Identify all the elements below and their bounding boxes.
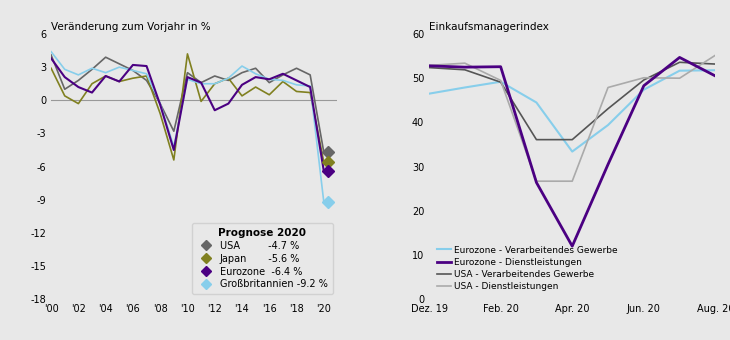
- Text: Veränderung zum Vorjahr in %: Veränderung zum Vorjahr in %: [51, 22, 211, 32]
- Text: Einkaufsmanagerindex: Einkaufsmanagerindex: [429, 22, 549, 32]
- Legend: Eurozone - Verarbeitendes Gewerbe, Eurozone - Dienstleistungen, USA - Verarbeite: Eurozone - Verarbeitendes Gewerbe, Euroz…: [434, 242, 621, 295]
- Legend: USA         -4.7 %, Japan       -5.6 %, Eurozone  -6.4 %, Großbritannien -9.2 %: USA -4.7 %, Japan -5.6 %, Eurozone -6.4 …: [192, 223, 333, 294]
